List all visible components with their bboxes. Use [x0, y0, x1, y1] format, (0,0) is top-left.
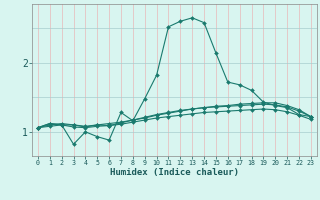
X-axis label: Humidex (Indice chaleur): Humidex (Indice chaleur) [110, 168, 239, 177]
